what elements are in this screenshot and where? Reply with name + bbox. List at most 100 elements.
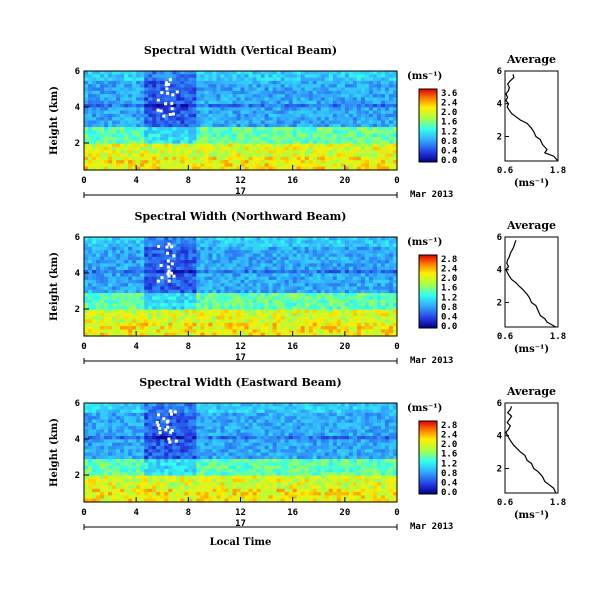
panel-title: Spectral Width (Northward Beam)	[135, 210, 347, 223]
avg-y-tick-label: 6	[497, 399, 502, 409]
date-label: 17	[235, 353, 246, 363]
colorbar-label: (ms⁻¹)	[407, 237, 442, 248]
x-tick-label: 12	[235, 508, 246, 518]
y-tick-label: 6	[75, 399, 80, 409]
colorbar-tick-label: 0.8	[441, 137, 457, 147]
avg-y-tick-label: 6	[497, 233, 502, 243]
panel-1: Spectral Width (Vertical Beam) Height (km…	[49, 44, 566, 200]
avg-y-tick-label: 2	[497, 132, 502, 142]
x-axis-label: Local Time	[210, 537, 272, 548]
avg-y-tick-label: 2	[497, 464, 502, 474]
date-suffix: Mar 2013	[410, 356, 453, 366]
x-tick-label: 12	[235, 342, 246, 352]
x-tick-label: 8	[186, 342, 191, 352]
x-tick-label: 4	[133, 342, 139, 352]
x-tick-label: 8	[186, 508, 191, 518]
x-tick-label: 20	[339, 342, 350, 352]
colorbar-tick-label: 2.0	[441, 440, 457, 450]
avg-x-tick-label: 0.6	[497, 166, 513, 176]
x-tick-label: 4	[133, 176, 139, 186]
colorbar-tick-label: 2.8	[441, 421, 457, 431]
y-tick-label: 6	[75, 233, 80, 243]
date-label: 17	[235, 519, 246, 529]
avg-y-tick-label: 2	[497, 298, 502, 308]
colorbar-tick-label: 2.4	[441, 265, 458, 275]
average-title: Average	[506, 385, 556, 398]
colorbar-tick-label: 2.4	[441, 431, 458, 441]
x-tick-label: 12	[235, 176, 246, 186]
x-tick-label: 20	[339, 176, 350, 186]
heatmap-cells	[84, 237, 398, 337]
avg-y-tick-label: 6	[497, 67, 502, 77]
average-profile-line	[505, 406, 557, 494]
avg-y-tick-label: 4	[497, 266, 503, 276]
y-tick-label: 4	[75, 269, 81, 279]
y-tick-label: 4	[75, 103, 81, 113]
colorbar-tick-label: 2.0	[441, 274, 457, 284]
x-tick-label: 0	[81, 176, 86, 186]
y-tick-label: 2	[75, 139, 80, 149]
colorbar-label: (ms⁻¹)	[407, 403, 442, 414]
colorbar-tick-label: 0.4	[441, 312, 458, 322]
colorbar-tick-label: 0.8	[441, 469, 457, 479]
avg-y-tick-label: 4	[497, 100, 503, 110]
avg-x-axis-label: (ms⁻¹)	[514, 178, 549, 189]
average-frame	[504, 236, 559, 328]
y-tick-label: 2	[75, 305, 80, 315]
colorbar-tick-label: 0.4	[441, 146, 458, 156]
x-tick-label: 20	[339, 508, 350, 518]
panel-3: Spectral Width (Eastward Beam) Height (km…	[49, 376, 566, 548]
average-title: Average	[506, 219, 556, 232]
x-tick-label: 0	[394, 342, 399, 352]
x-tick-label: 0	[394, 508, 399, 518]
panel-title: Spectral Width (Eastward Beam)	[139, 376, 341, 389]
y-tick-label: 6	[75, 67, 80, 77]
heatmap-cells	[84, 71, 398, 171]
colorbar-tick-label: 1.2	[441, 459, 457, 469]
panel-title: Spectral Width (Vertical Beam)	[144, 44, 337, 57]
x-tick-label: 16	[287, 508, 298, 518]
colorbar-tick-label: 1.2	[441, 127, 457, 137]
avg-x-tick-label: 0.6	[497, 498, 513, 508]
heatmap-cells	[84, 403, 398, 503]
avg-x-axis-label: (ms⁻¹)	[514, 344, 549, 355]
colorbar-tick-label: 0.8	[441, 303, 457, 313]
colorbar-tick-label: 1.2	[441, 293, 457, 303]
colorbar-tick-label: 2.0	[441, 108, 457, 118]
colorbar-tick-label: 1.6	[441, 118, 457, 128]
colorbar-tick-label: 3.6	[441, 89, 457, 99]
avg-x-tick-label: 1.8	[550, 166, 566, 176]
x-tick-label: 0	[81, 342, 86, 352]
avg-y-tick-label: 4	[497, 432, 503, 442]
y-axis-label: Height (km)	[49, 252, 60, 321]
colorbar-tick-label: 2.4	[441, 99, 458, 109]
colorbar-tick-label: 0.4	[441, 478, 458, 488]
avg-x-tick-label: 0.6	[497, 332, 513, 342]
date-suffix: Mar 2013	[410, 190, 453, 200]
colorbar-tick-label: 2.8	[441, 255, 457, 265]
x-tick-label: 16	[287, 342, 298, 352]
colorbar-tick-label: 1.6	[441, 284, 457, 294]
x-tick-label: 8	[186, 176, 191, 186]
colorbar-tick-label: 0.0	[441, 156, 457, 166]
colorbar-tick-label: 0.0	[441, 488, 457, 498]
avg-x-tick-label: 1.8	[550, 332, 566, 342]
x-tick-label: 0	[394, 176, 399, 186]
x-tick-label: 0	[81, 508, 86, 518]
date-suffix: Mar 2013	[410, 522, 453, 532]
avg-x-axis-label: (ms⁻¹)	[514, 510, 549, 521]
average-profile-line	[505, 74, 559, 162]
avg-x-tick-label: 1.8	[550, 498, 566, 508]
colorbar	[418, 254, 438, 329]
average-frame	[504, 70, 559, 162]
y-axis-label: Height (km)	[49, 418, 60, 487]
y-tick-label: 4	[75, 435, 81, 445]
colorbar-label: (ms⁻¹)	[407, 71, 442, 82]
y-axis-label: Height (km)	[49, 86, 60, 155]
colorbar	[418, 88, 438, 163]
average-frame	[504, 402, 559, 494]
colorbar-tick-label: 0.0	[441, 322, 457, 332]
date-label: 17	[235, 187, 246, 197]
colorbar-tick-label: 1.6	[441, 450, 457, 460]
